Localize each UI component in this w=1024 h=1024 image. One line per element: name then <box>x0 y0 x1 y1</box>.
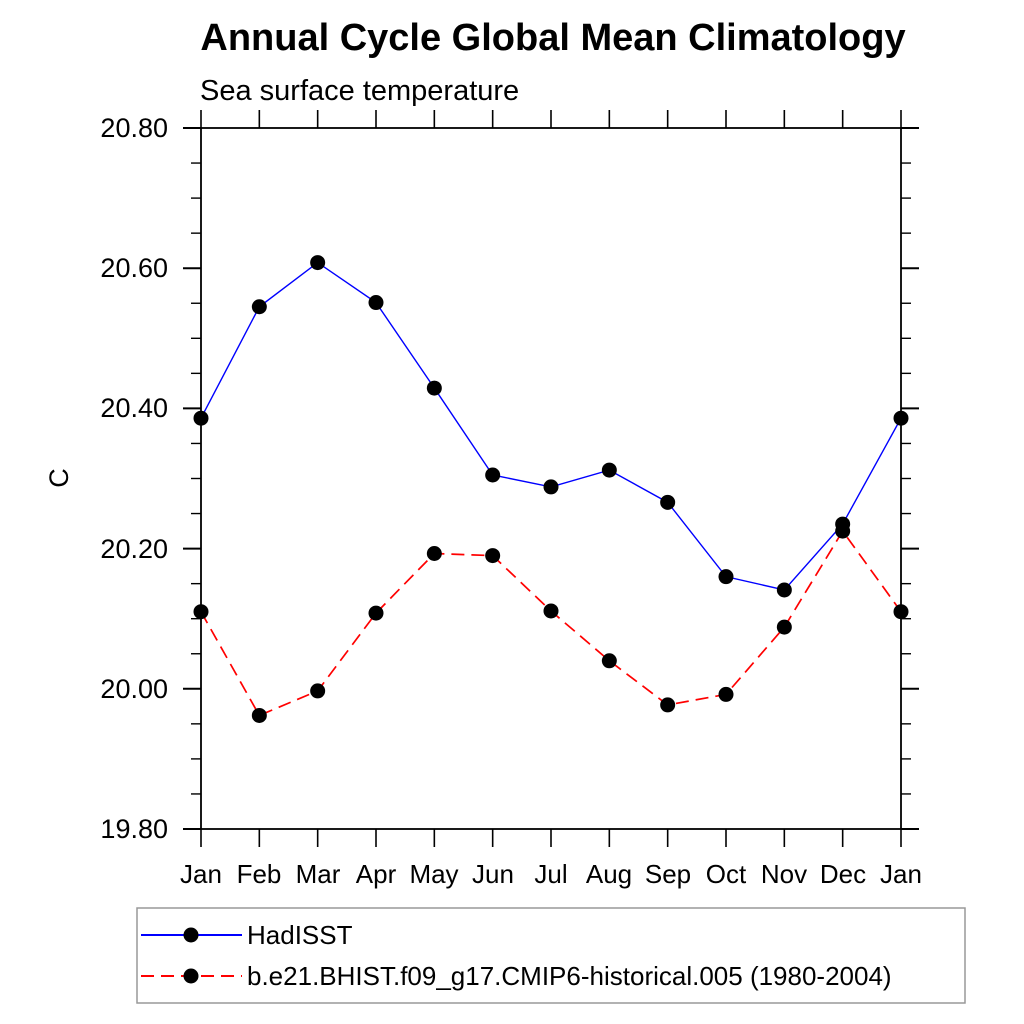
x-tick-label: Jan <box>180 859 222 889</box>
y-tick-label: 20.40 <box>100 393 168 423</box>
data-point-marker <box>601 462 617 478</box>
data-point-marker <box>368 605 384 621</box>
x-tick-label: Oct <box>706 859 747 889</box>
series-line-0 <box>200 261 902 591</box>
y-tick-label: 20.20 <box>100 534 168 564</box>
legend-marker-icon <box>183 927 199 943</box>
y-axis-title: C <box>44 468 74 488</box>
x-tick-label: Jan <box>880 859 922 889</box>
legend-label-model: b.e21.BHIST.f09_g17.CMIP6-historical.005… <box>247 961 892 991</box>
data-point-marker <box>660 494 676 510</box>
chart-subtitle: Sea surface temperature <box>200 75 519 107</box>
data-point-marker <box>368 295 384 311</box>
data-point-marker <box>776 619 792 635</box>
x-tick-label: Mar <box>296 859 341 889</box>
x-tick-label: Feb <box>237 859 282 889</box>
legend: HadISST b.e21.BHIST.f09_g17.CMIP6-histor… <box>136 907 966 1004</box>
axis-ticks <box>183 110 919 847</box>
plot-box <box>200 127 902 830</box>
y-tick-label: 20.60 <box>100 253 168 283</box>
x-tick-label: Jul <box>534 859 567 889</box>
data-point-marker <box>426 380 442 396</box>
x-tick-label: Dec <box>820 859 866 889</box>
series-line-1 <box>200 529 902 717</box>
x-tick-label: Sep <box>645 859 691 889</box>
data-point-marker <box>251 299 267 315</box>
x-axis-labels: Jan Feb Mar Apr May Jun Jul Aug Sep Oct … <box>180 859 922 889</box>
data-point-marker <box>251 707 267 723</box>
chart-title: Annual Cycle Global Mean Climatology <box>200 17 905 59</box>
x-tick-label: Apr <box>356 859 397 889</box>
data-point-marker <box>718 686 734 702</box>
data-point-marker <box>310 683 326 699</box>
y-tick-label: 19.80 <box>100 814 168 844</box>
legend-label-hadisst: HadISST <box>247 920 353 950</box>
x-tick-label: May <box>409 859 458 889</box>
data-point-marker <box>426 546 442 562</box>
y-axis-labels: 20.80 20.60 20.40 20.20 20.00 19.80 <box>100 113 168 844</box>
x-tick-label: Jun <box>472 859 514 889</box>
data-point-marker <box>485 467 501 483</box>
x-tick-label: Aug <box>586 859 632 889</box>
y-tick-label: 20.00 <box>100 674 168 704</box>
data-point-marker <box>776 582 792 598</box>
data-point-marker <box>543 479 559 495</box>
data-series <box>193 255 909 723</box>
data-point-marker <box>601 653 617 669</box>
data-point-marker <box>543 603 559 619</box>
data-point-marker <box>310 255 326 271</box>
legend-box <box>136 907 966 1004</box>
data-point-marker <box>718 569 734 585</box>
x-tick-label: Nov <box>761 859 807 889</box>
data-point-marker <box>660 697 676 713</box>
data-point-marker <box>835 523 851 539</box>
data-point-marker <box>485 548 501 564</box>
y-tick-label: 20.80 <box>100 113 168 143</box>
legend-marker-icon <box>183 968 199 984</box>
